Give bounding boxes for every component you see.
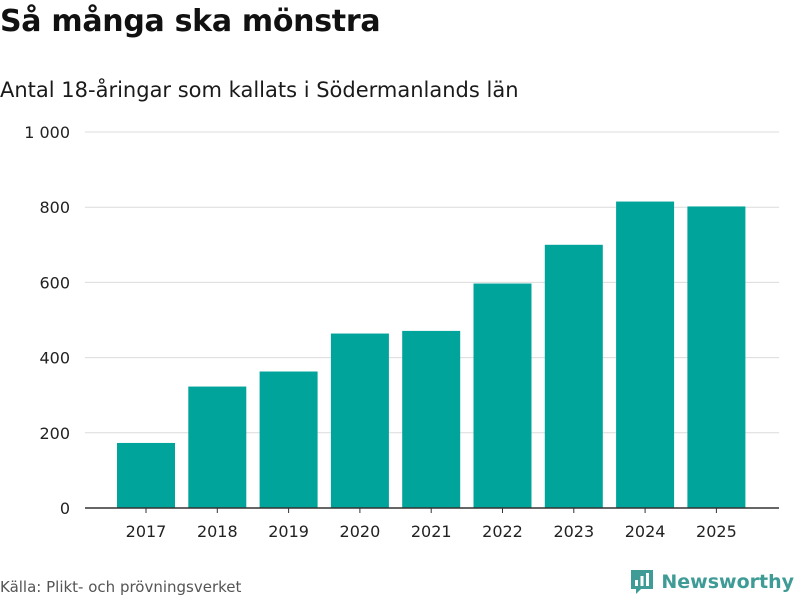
- y-tick-label: 600: [39, 273, 70, 292]
- source-note: Källa: Plikt- och prövningsverket: [0, 578, 242, 596]
- x-tick-label: 2020: [340, 522, 381, 541]
- x-axis-ticks: 2017 2018 2019 2020 2021 2022 2023 2024 2025: [126, 508, 737, 541]
- bar-2020: [330, 333, 389, 508]
- x-tick-label: 2019: [268, 522, 309, 541]
- bars: [117, 201, 746, 509]
- bar-2021: [402, 330, 461, 508]
- x-tick-label: 2024: [625, 522, 666, 541]
- bar-chart-icon: [631, 570, 654, 594]
- x-tick-label: 2017: [126, 522, 167, 541]
- y-tick-label: 0: [60, 499, 70, 518]
- brand-name: Newsworthy: [661, 571, 794, 593]
- bar-2023: [544, 244, 603, 509]
- chart-title: Så många ska mönstra: [0, 4, 381, 39]
- x-tick-label: 2023: [553, 522, 594, 541]
- bar-2019: [259, 371, 318, 508]
- x-tick-label: 2018: [197, 522, 238, 541]
- y-tick-label: 400: [39, 349, 70, 368]
- y-tick-label: 1 000: [24, 123, 70, 142]
- y-tick-label: 200: [39, 424, 70, 443]
- bar-2025: [687, 206, 746, 508]
- y-axis-ticks: 0 200 400 600 800 1 000: [24, 123, 70, 518]
- brand-logo: Newsworthy: [629, 568, 794, 596]
- bar-2022: [473, 283, 532, 508]
- bar-2024: [616, 201, 675, 508]
- chart-subtitle: Antal 18-åringar som kallats i Södermanl…: [0, 78, 519, 102]
- bar-2018: [188, 386, 247, 508]
- x-tick-label: 2025: [696, 522, 737, 541]
- x-tick-label: 2022: [482, 522, 523, 541]
- y-tick-label: 800: [39, 198, 70, 217]
- x-tick-label: 2021: [411, 522, 452, 541]
- bar-2017: [117, 442, 175, 508]
